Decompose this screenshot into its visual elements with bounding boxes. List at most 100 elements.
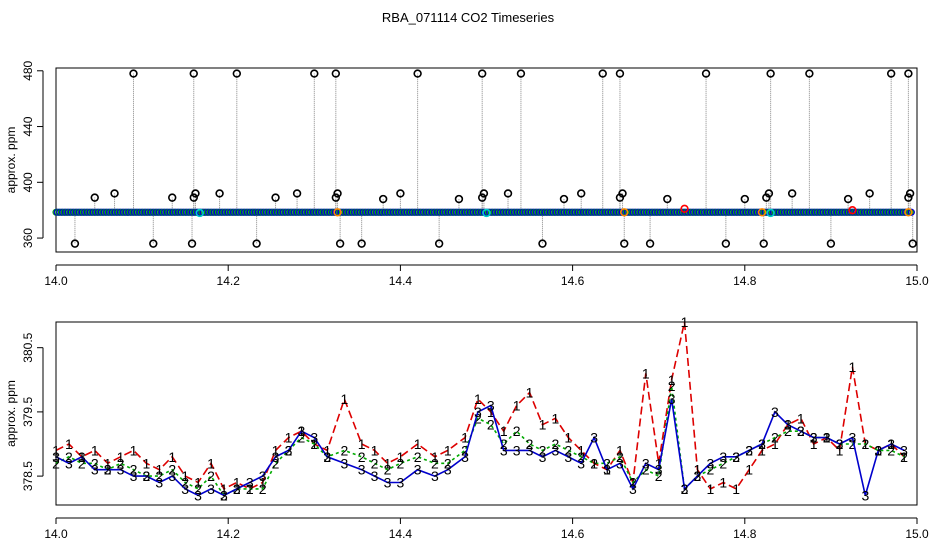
point-label: 3 <box>414 462 422 478</box>
plot-frame <box>55 321 918 506</box>
x-axis: 14.0 14.2 14.4 14.6 14.8 15.0 <box>44 264 929 288</box>
point-label: 3 <box>91 462 99 478</box>
point-label: 1 <box>272 442 280 458</box>
point-label: 1 <box>771 436 779 452</box>
point-label: 3 <box>861 487 869 503</box>
point-label: 3 <box>603 462 611 478</box>
point-label: 3 <box>143 468 151 484</box>
x-tick-label: 14.8 <box>733 527 757 540</box>
point-label: 3 <box>836 436 844 452</box>
point-label: 1 <box>414 436 422 452</box>
point-label: 3 <box>797 423 805 439</box>
point-label: 2 <box>444 455 452 471</box>
point-label: 2 <box>181 475 189 491</box>
point-label: 3 <box>590 430 598 446</box>
point-label: 1 <box>797 410 805 426</box>
point-label: 2 <box>513 423 521 439</box>
point-label: 1 <box>143 455 151 471</box>
point-label: 2 <box>397 455 405 471</box>
data-point <box>479 189 489 198</box>
point-label: 3 <box>487 397 495 413</box>
point-label: 1 <box>474 391 482 407</box>
point-label: 3 <box>52 449 60 465</box>
point-label: 1 <box>706 481 714 497</box>
point-label: 1 <box>539 417 547 433</box>
point-label: 2 <box>371 455 379 471</box>
point-label: 2 <box>310 436 318 452</box>
point-label: 3 <box>526 442 534 458</box>
point-label: 1 <box>577 442 585 458</box>
data-point <box>886 69 896 78</box>
data-point <box>577 189 586 198</box>
data-point <box>396 189 405 198</box>
point-label: 3 <box>668 391 676 407</box>
y-tick-label: 379.5 <box>21 397 35 427</box>
point-label: 3 <box>887 436 895 452</box>
x-tick-label: 15.0 <box>905 527 929 540</box>
data-point <box>620 239 629 248</box>
point-label: 1 <box>526 385 534 401</box>
data-point <box>331 193 341 202</box>
point-label: 3 <box>461 449 469 465</box>
point-label: 3 <box>616 455 624 471</box>
x-tick-label: 14.4 <box>389 527 413 540</box>
point-label: 2 <box>564 442 572 458</box>
point-label: 1 <box>65 436 73 452</box>
point-label: 3 <box>285 442 293 458</box>
data-point <box>110 189 119 198</box>
point-label: 3 <box>694 468 702 484</box>
upper-panel: 14.0 14.2 14.4 14.6 14.8 15.0 360 400 440 480 appr… <box>4 60 929 288</box>
point-label: 1 <box>104 455 112 471</box>
point-label: 1 <box>810 436 818 452</box>
point-label: 2 <box>849 436 857 452</box>
series-mid-outliers <box>90 189 915 204</box>
x-tick-label: 14.6 <box>561 274 585 288</box>
point-label: 2 <box>78 455 86 471</box>
point-label: 2 <box>414 449 422 465</box>
data-point <box>149 239 158 248</box>
point-label: 3 <box>220 487 228 503</box>
point-label: 1 <box>694 462 702 478</box>
data-point <box>335 239 345 248</box>
data-point <box>904 193 913 202</box>
point-label: 3 <box>358 462 366 478</box>
point-label: 2 <box>861 436 869 452</box>
point-label: 1 <box>117 449 125 465</box>
point-label: 2 <box>168 462 176 478</box>
point-label: 1 <box>900 449 908 465</box>
point-label: 1 <box>836 442 844 458</box>
data-point <box>848 205 857 215</box>
point-label: 2 <box>474 410 482 426</box>
data-point <box>90 193 99 202</box>
point-label: 1 <box>91 442 99 458</box>
point-label: 3 <box>823 430 831 446</box>
data-point <box>680 204 689 213</box>
point-label: 3 <box>246 475 254 491</box>
point-label: 3 <box>474 404 482 420</box>
point-label: 2 <box>341 442 349 458</box>
point-label: 1 <box>758 442 766 458</box>
point-label: 3 <box>297 423 305 439</box>
point-label: 3 <box>784 417 792 433</box>
point-label: 1 <box>384 455 392 471</box>
point-label: 2 <box>655 468 663 484</box>
point-label: 1 <box>719 475 727 491</box>
data-point <box>477 69 487 78</box>
data-point <box>559 194 569 204</box>
point-label: 2 <box>887 442 895 458</box>
lower-panel: 14.0 14.2 14.4 14.6 14.8 15.0 378.5 379.5 380.5 a… <box>4 314 929 540</box>
point-label: 3 <box>539 449 547 465</box>
point-label: 1 <box>233 475 241 491</box>
point-label: 2 <box>784 423 792 439</box>
data-point <box>663 194 672 204</box>
point-label: 3 <box>65 455 73 471</box>
point-label: 2 <box>487 417 495 433</box>
point-label: 1 <box>461 430 469 446</box>
point-label: 2 <box>551 436 559 452</box>
data-point <box>310 69 319 78</box>
point-label: 3 <box>629 481 637 497</box>
point-label: 2 <box>194 481 202 497</box>
point-label: 3 <box>104 462 112 478</box>
point-label: 3 <box>758 436 766 452</box>
